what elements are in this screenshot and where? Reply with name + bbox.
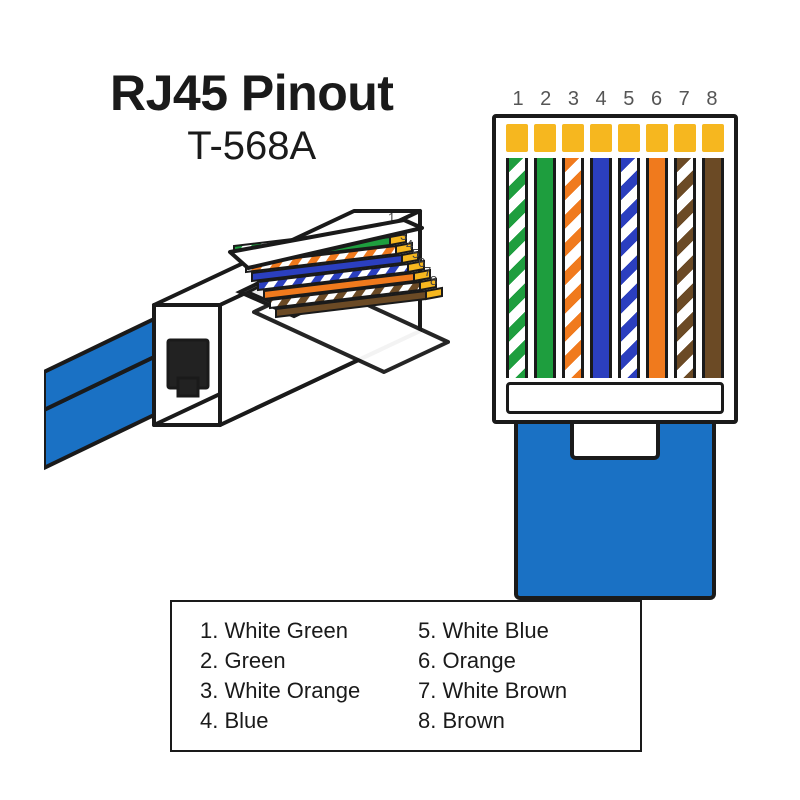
- contact-pin: [646, 124, 668, 152]
- connector-isometric: 12345678: [44, 200, 464, 540]
- legend-item: 1. White Green: [200, 618, 394, 644]
- wire-2: [534, 158, 556, 378]
- legend-item: 5. White Blue: [418, 618, 612, 644]
- wire-3: [562, 158, 584, 378]
- legend-item: 7. White Brown: [418, 678, 612, 704]
- contact-pin: [506, 124, 528, 152]
- title-main: RJ45 Pinout: [110, 64, 393, 122]
- pin-label: 5: [617, 88, 641, 111]
- legend-item: 2. Green: [200, 648, 394, 674]
- front-cable-clip: [570, 424, 660, 460]
- pin-label: 7: [672, 88, 696, 111]
- wire-8: [702, 158, 724, 378]
- pin-label: 2: [534, 88, 558, 111]
- legend-item: 6. Orange: [418, 648, 612, 674]
- legend-box: 1. White Green 5. White Blue 2. Green 6. Or…: [170, 600, 642, 752]
- wire-7: [674, 158, 696, 378]
- contact-pin: [534, 124, 556, 152]
- title-block: RJ45 Pinout T-568A: [110, 64, 393, 169]
- contact-pin: [562, 124, 584, 152]
- pin-label: 1: [506, 88, 530, 111]
- front-wires-row: [506, 158, 724, 378]
- legend-item: 8. Brown: [418, 708, 612, 734]
- front-contacts-row: [506, 124, 724, 152]
- contact-pin: [674, 124, 696, 152]
- legend-item: 3. White Orange: [200, 678, 394, 704]
- wire-6: [646, 158, 668, 378]
- contact-pin: [702, 124, 724, 152]
- pin-label: 8: [700, 88, 724, 111]
- front-pin-labels: 12345678: [506, 88, 724, 111]
- legend-item: 4. Blue: [200, 708, 394, 734]
- contact-pin: [590, 124, 612, 152]
- connector-front: 12345678: [492, 88, 738, 600]
- contact-pin: [618, 124, 640, 152]
- front-housing-ridge: [506, 382, 724, 414]
- pin-label: 4: [589, 88, 613, 111]
- pin-label: 6: [645, 88, 669, 111]
- svg-text:8: 8: [430, 273, 437, 288]
- wire-4: [590, 158, 612, 378]
- front-connector-body: [492, 114, 738, 424]
- pin-label: 3: [561, 88, 585, 111]
- title-sub: T-568A: [110, 124, 393, 169]
- wire-1: [506, 158, 528, 378]
- wire-5: [618, 158, 640, 378]
